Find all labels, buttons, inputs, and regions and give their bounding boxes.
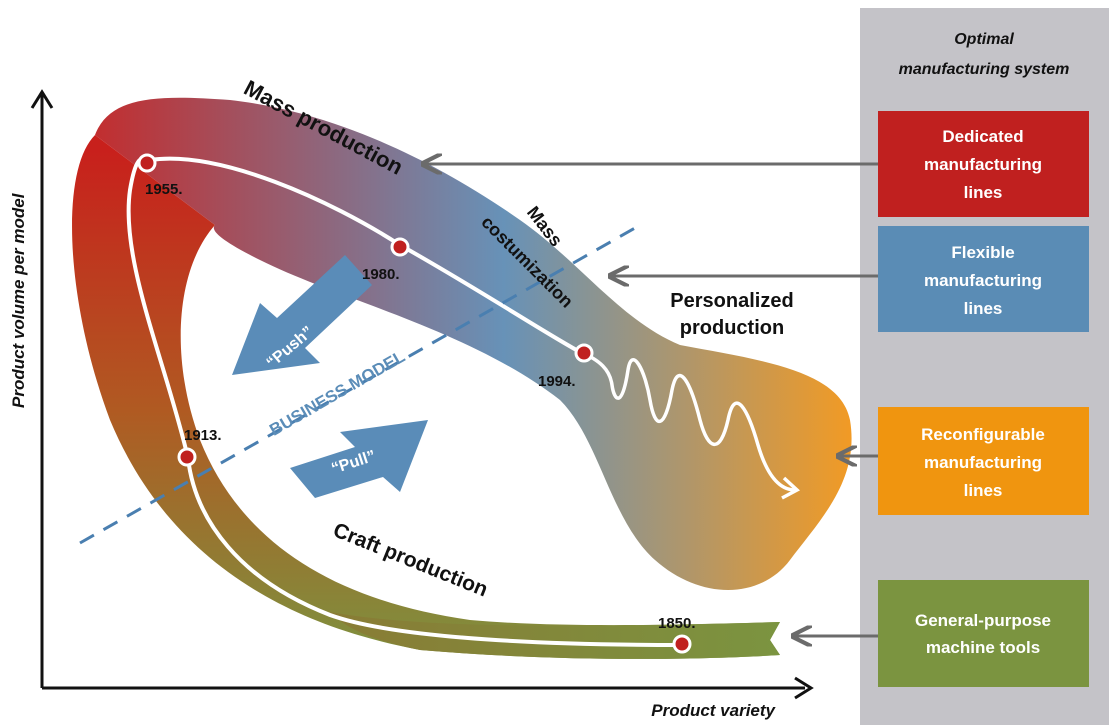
personalized-label-1: Personalized — [670, 290, 793, 312]
sidebar-heading-1: Optimal — [954, 31, 1014, 48]
point-1955 — [137, 153, 157, 173]
reconfigurable-lines-box — [878, 407, 1089, 515]
x-axis-label: Product variety — [651, 701, 776, 720]
year-label-1994: 1994. — [538, 373, 576, 390]
dedicated-lines-text-1: Dedicated — [942, 127, 1023, 146]
dedicated-lines-text-2: manufacturing — [924, 155, 1042, 174]
personalization-squiggle — [579, 350, 796, 492]
point-1850 — [672, 634, 692, 654]
push-arrow — [232, 255, 372, 375]
y-axis-arrowhead — [30, 89, 54, 109]
year-label-1980: 1980. — [362, 266, 400, 283]
point-1994 — [574, 343, 594, 363]
year-label-1913: 1913. — [184, 427, 222, 444]
mass-production-band — [95, 97, 852, 590]
year-label-1850: 1850. — [658, 615, 696, 632]
reconfigurable-lines-text-3: lines — [964, 481, 1003, 500]
craft-production-label: Craft production — [330, 519, 491, 602]
personalized-label-2: production — [680, 317, 784, 339]
x-axis-arrowhead — [794, 676, 814, 700]
dedicated-lines-text-3: lines — [964, 183, 1003, 202]
y-axis-label: Product volume per model — [9, 192, 28, 408]
sidebar-heading-2: manufacturing system — [899, 61, 1070, 78]
reconfigurable-lines-text-2: manufacturing — [924, 453, 1042, 472]
year-label-1955: 1955. — [145, 181, 183, 198]
flexible-lines-text-1: Flexible — [951, 243, 1014, 262]
general-purpose-box — [878, 580, 1089, 687]
craft-production-band-bottom — [330, 612, 780, 659]
pull-arrow — [290, 420, 428, 498]
general-purpose-text-1: General-purpose — [915, 611, 1051, 630]
point-1980 — [390, 237, 410, 257]
point-1913 — [177, 447, 197, 467]
general-purpose-text-2: machine tools — [926, 638, 1040, 657]
flexible-lines-text-3: lines — [964, 299, 1003, 318]
dedicated-lines-box — [878, 111, 1089, 217]
reconfigurable-lines-text-1: Reconfigurable — [921, 425, 1045, 444]
squiggle-arrowhead — [781, 476, 800, 500]
flexible-lines-box — [878, 226, 1089, 332]
flexible-lines-text-2: manufacturing — [924, 271, 1042, 290]
craft-production-band — [72, 135, 780, 659]
